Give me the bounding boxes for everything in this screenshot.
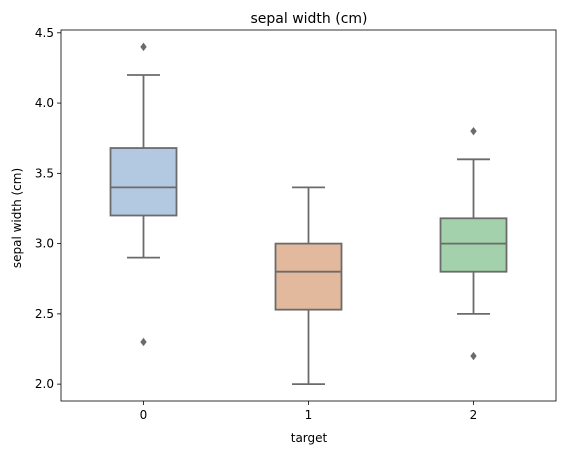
iqr-box <box>274 242 343 311</box>
y-tick-label: 4.5 <box>35 26 54 40</box>
y-tick-label: 3.5 <box>35 166 54 180</box>
outlier-point <box>470 126 477 136</box>
iqr-box <box>109 147 178 217</box>
y-axis: 2.0 2.5 3.0 3.5 4.0 4.5 <box>35 26 61 391</box>
y-tick-label: 3.0 <box>35 237 54 251</box>
plot-area <box>60 29 557 402</box>
box-group-1 <box>274 186 343 386</box>
box-group-2 <box>439 126 508 361</box>
iqr-box <box>439 217 508 273</box>
x-axis: 0 1 2 <box>140 401 478 422</box>
x-tick-label: 1 <box>305 408 313 422</box>
y-axis-title: sepal width (cm) <box>10 168 24 268</box>
y-tick-label: 4.0 <box>35 96 54 110</box>
outlier-point <box>470 351 477 361</box>
y-tick-label: 2.0 <box>35 377 54 391</box>
outlier-point <box>140 337 147 347</box>
box-group-0 <box>109 42 178 347</box>
x-axis-title: target <box>291 431 328 445</box>
chart-title: sepal width (cm) <box>250 11 367 27</box>
x-tick-label: 2 <box>470 408 478 422</box>
y-tick-label: 2.5 <box>35 307 54 321</box>
x-tick-label: 0 <box>140 408 148 422</box>
outlier-point <box>140 42 147 52</box>
